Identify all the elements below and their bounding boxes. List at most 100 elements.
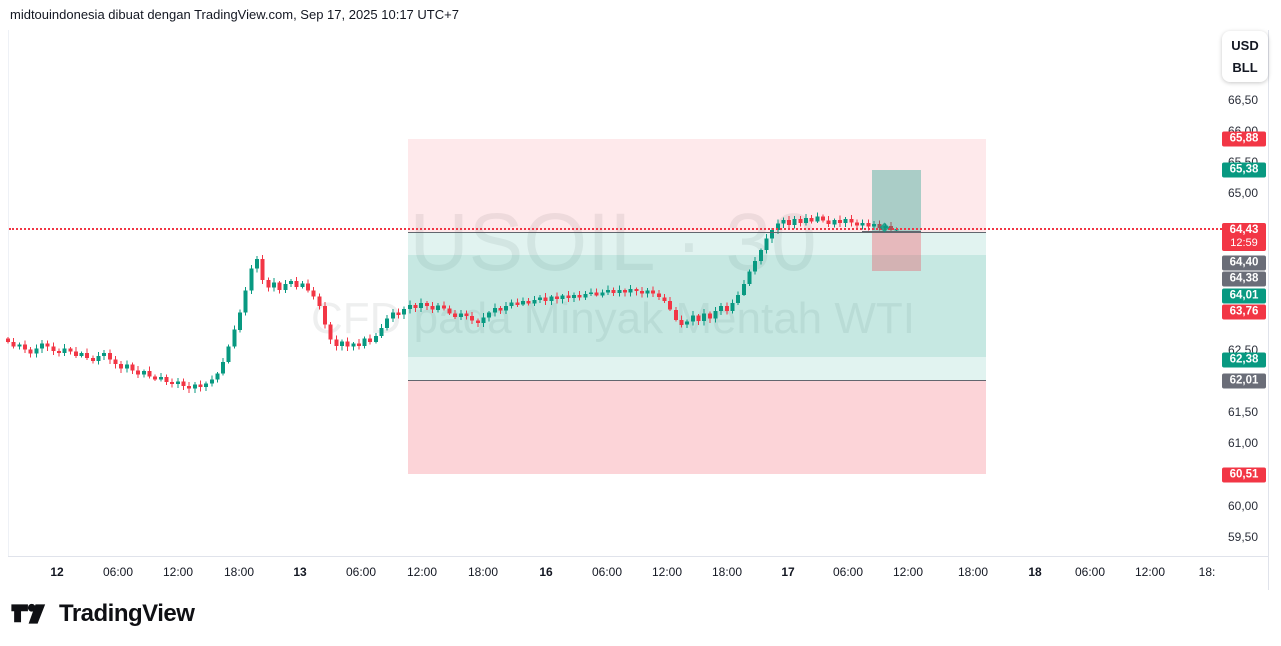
candle-body: [747, 271, 752, 285]
candle-wick: [607, 285, 609, 295]
candle-wick: [245, 286, 247, 316]
candle-body: [622, 289, 627, 293]
long-entry-line[interactable]: [408, 380, 986, 382]
symbol-watermark: USOIL · 30 CFD pada Minyak Mentah WTI: [8, 197, 1218, 350]
time-tick-label: 12:00: [406, 565, 438, 579]
candle-wick: [890, 221, 892, 232]
candle-body: [504, 306, 509, 311]
candle-body: [339, 341, 344, 346]
candle-body: [11, 342, 16, 347]
small-long-stop-zone[interactable]: [872, 231, 921, 272]
candle-wick: [103, 349, 105, 360]
candle-wick: [149, 366, 150, 379]
candle-wick: [647, 287, 649, 298]
short-profit-zone[interactable]: [408, 232, 986, 358]
candle-wick: [630, 284, 632, 297]
candle-wick: [273, 278, 275, 292]
candle-body: [436, 305, 441, 310]
candle-wick: [845, 217, 847, 228]
candle-body: [170, 382, 175, 385]
candle-body: [770, 229, 775, 239]
currency-button[interactable]: USD: [1231, 38, 1259, 53]
current-price-line[interactable]: [9, 228, 1222, 231]
candle-wick: [132, 362, 133, 375]
candle-body: [124, 364, 129, 369]
candle-body: [843, 219, 848, 223]
candle-wick: [562, 293, 564, 304]
small-entry-line[interactable]: [862, 231, 921, 233]
unit-button[interactable]: BLL: [1232, 60, 1258, 75]
long-stop-zone[interactable]: [408, 380, 986, 474]
candle-wick: [239, 309, 241, 333]
candle-body: [23, 344, 27, 350]
candle-wick: [726, 302, 728, 315]
candle-wick: [318, 293, 320, 310]
candle-wick: [30, 346, 32, 358]
long-profit-zone[interactable]: [408, 255, 986, 381]
candle-body: [385, 318, 390, 328]
candle-wick: [301, 281, 303, 289]
candle-wick: [471, 311, 473, 325]
candle-wick: [686, 319, 688, 328]
small-long-profit-zone[interactable]: [872, 169, 921, 232]
candle-wick: [839, 215, 841, 227]
price-badge-63-76: 63,76: [1222, 304, 1266, 320]
candle-body: [356, 343, 361, 346]
candle-wick: [13, 337, 15, 349]
candle-body: [758, 249, 763, 261]
candle-wick: [250, 265, 252, 295]
candle-body: [662, 297, 667, 301]
candle-body: [260, 259, 265, 280]
candle-wick: [64, 344, 66, 357]
candle-wick: [307, 279, 309, 293]
tradingview-logo[interactable]: TradingView: [10, 600, 195, 628]
candle-wick: [262, 255, 264, 285]
candle-body: [458, 313, 463, 318]
candle-body: [56, 351, 61, 353]
candle-body: [17, 344, 22, 347]
candle-body: [526, 301, 531, 304]
candle-body: [96, 356, 101, 361]
price-tick-label: 60,00: [1228, 499, 1259, 513]
candle-body: [158, 377, 163, 380]
candle-body: [306, 283, 310, 291]
candle-wick: [681, 315, 682, 328]
candle-wick: [528, 297, 530, 306]
candle-body: [651, 290, 656, 294]
candle-wick: [432, 301, 433, 314]
price-badge-65-38: 65,38: [1222, 162, 1266, 178]
candle-body: [566, 295, 571, 298]
price-axis[interactable]: 66,5066,0065,5065,0062,5061,5061,0060,00…: [1218, 30, 1281, 556]
candle-body: [141, 370, 146, 375]
candle-body: [809, 218, 814, 222]
candle-body: [283, 284, 288, 290]
candle-body: [300, 283, 305, 288]
candle-body: [294, 281, 299, 288]
candle-wick: [347, 337, 349, 351]
candle-body: [668, 301, 673, 310]
candle-wick: [313, 287, 315, 300]
candle-body: [289, 281, 293, 285]
time-tick-label: 16: [539, 565, 553, 579]
short-entry-line[interactable]: [408, 232, 986, 234]
short-stop-zone[interactable]: [408, 138, 986, 233]
candle-wick: [386, 315, 388, 331]
time-axis[interactable]: 12 06:00 12:00 18:00 13 06:00 12:00 18:00 16 06:0…: [8, 556, 1268, 590]
candle-wick: [109, 349, 111, 364]
candle-body: [498, 307, 503, 311]
time-tick-label: 18:00: [223, 565, 255, 579]
candle-wick: [658, 290, 660, 300]
candle-body: [492, 307, 497, 313]
candle-wick: [601, 289, 603, 298]
candle-body: [736, 294, 741, 303]
candle-wick: [533, 295, 535, 307]
candle-wick: [669, 297, 671, 312]
candle-wick: [816, 212, 818, 223]
candle-body: [164, 377, 169, 383]
candle-wick: [188, 382, 190, 393]
tradingview-logo-icon: [11, 603, 46, 624]
candle-wick: [556, 292, 558, 304]
candle-body: [40, 343, 44, 349]
candle-body: [583, 294, 588, 298]
